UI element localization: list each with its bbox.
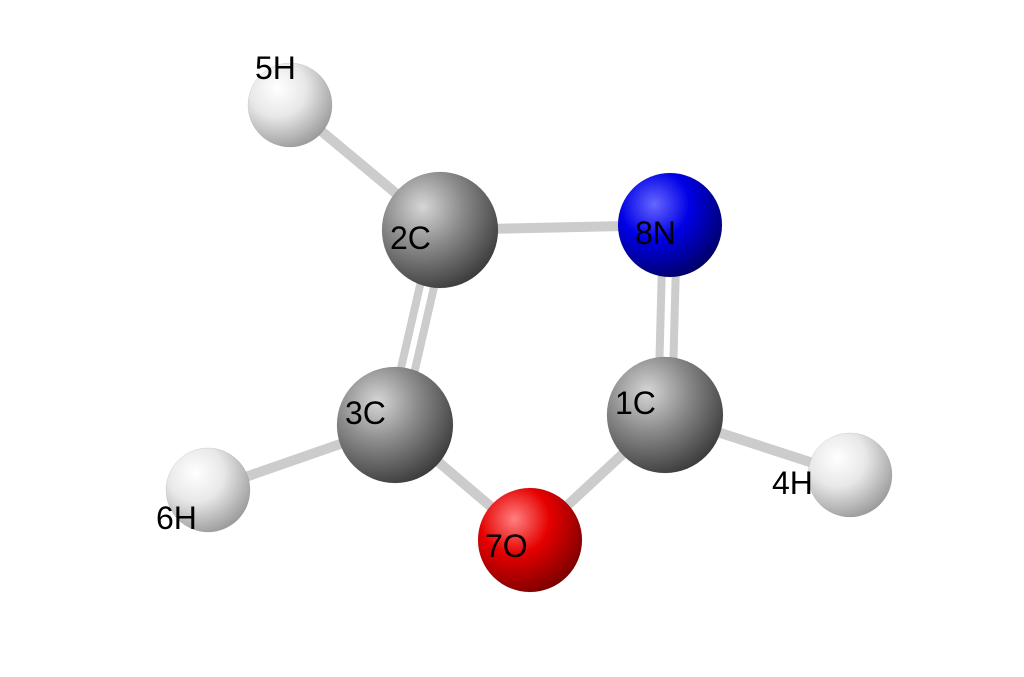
atom-c3: [337, 367, 453, 483]
atom-h6: [166, 448, 250, 532]
atom-c2: [382, 172, 498, 288]
atom-c1: [607, 357, 723, 473]
molecule-diagram: 1C2C3C7O8N4H5H6H: [0, 0, 1024, 677]
atom-o7: [478, 488, 582, 592]
molecule-svg: [0, 0, 1024, 677]
atom-n8: [618, 173, 722, 277]
atom-h5: [248, 63, 332, 147]
atom-h4: [808, 433, 892, 517]
